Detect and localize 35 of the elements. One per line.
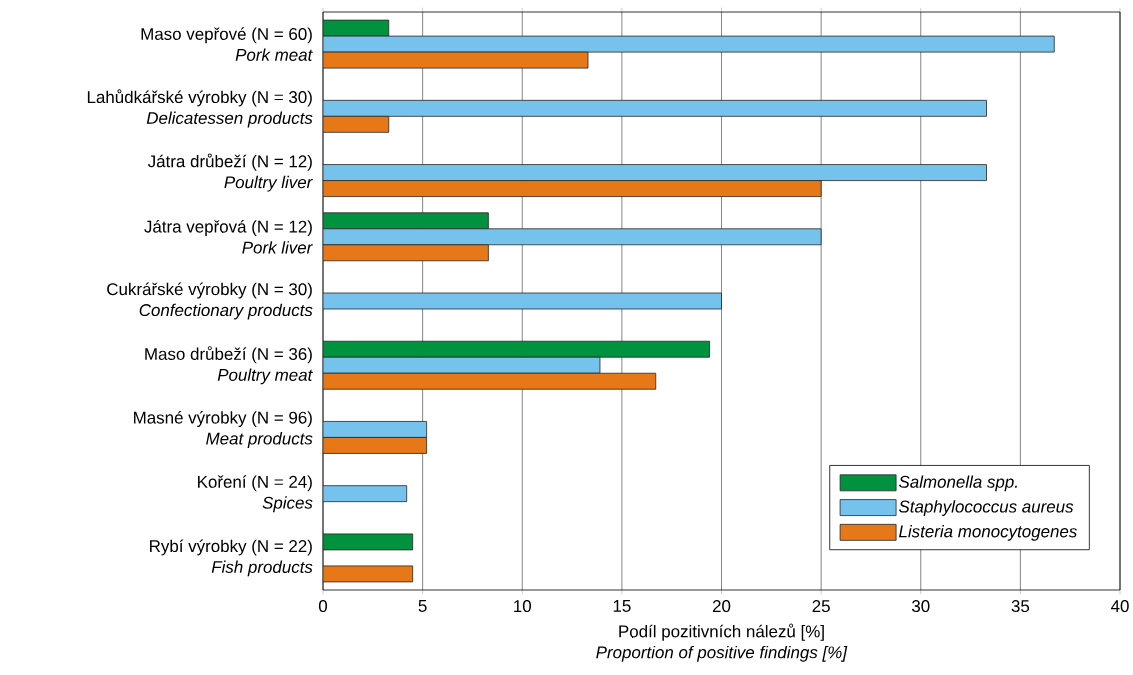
legend-label: Staphylococcus aureus [898,500,1074,516]
bar [323,421,428,438]
bar [323,164,987,181]
x-tick-label: 25 [812,600,830,613]
x-tick-label: 20 [712,600,731,613]
x-tick-label: 15 [613,600,631,612]
x-axis-title: Podíl pozitivních nálezů [%] Proportion of positive findings [%] [596,623,848,662]
y-tick-label: Maso vepřové (N = 60) Pork meat [141,27,313,61]
bar [323,340,710,358]
bar [323,212,489,230]
legend-label: Listeria monocytogenes [899,524,1077,541]
y-tick-label: Masné výrobky (N = 96) Meat products [134,411,313,448]
bar [323,228,822,246]
y-tick-label: Rybí výrobky (N = 22) Fish products [150,539,313,577]
x-tick-label: 10 [514,600,532,613]
y-tick-label: Játra vepřová (N = 12) Pork liver [144,220,313,254]
bar [323,372,657,390]
bar [323,437,428,454]
y-tick-label: Játra drůbeží (N = 12) Poultry liver [147,153,313,192]
x-tick-label: 0 [318,600,328,613]
bar [323,180,822,197]
y-tick-label: Lahůdkářské výrobky (N = 30) Delicatessen products [87,89,313,128]
x-tick-label: 30 [911,600,930,613]
bar [323,356,601,374]
bar [323,244,489,262]
bar [323,485,408,503]
x-tick-label: 5 [418,600,427,612]
x-tick-label: 40 [1110,600,1129,613]
x-tick-label: 35 [1011,600,1030,613]
bar [323,99,987,117]
y-tick-label: Cukrářské výrobky (N = 30) Confectionary products [107,282,313,320]
y-tick-label: Koření (N = 24) Spices [198,475,313,513]
y-tick-label: Maso drůbeží (N = 36) Poultry meat [145,346,313,385]
bar [323,115,390,133]
legend-label: Salmonella spp. [898,475,1017,492]
